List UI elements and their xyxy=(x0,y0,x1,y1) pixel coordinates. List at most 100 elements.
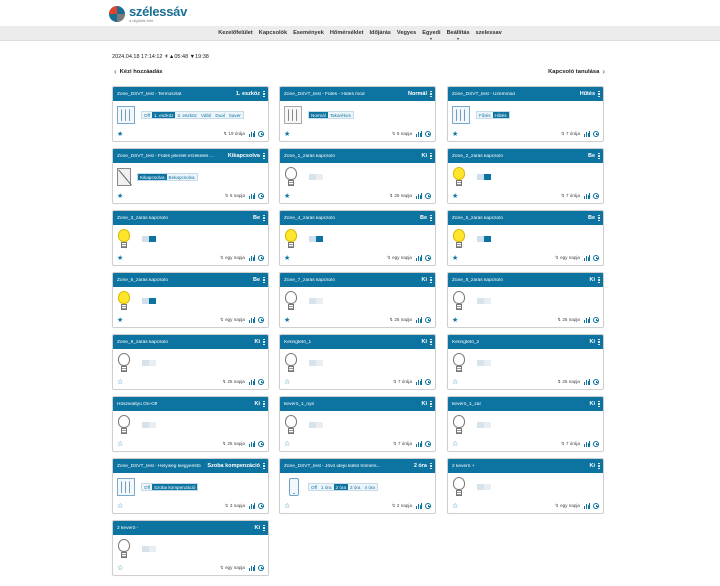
schedule-icon[interactable] xyxy=(425,503,431,509)
chart-icon[interactable] xyxy=(584,193,590,199)
switch-toggle[interactable] xyxy=(477,298,491,304)
star-filled-icon[interactable]: ★ xyxy=(452,254,459,262)
nav-switches[interactable]: Kapcsolók xyxy=(258,30,288,36)
star-filled-icon[interactable]: ★ xyxy=(452,192,459,200)
bulb-off-icon[interactable] xyxy=(117,415,131,435)
chart-icon[interactable] xyxy=(249,131,255,137)
switch-toggle[interactable] xyxy=(477,174,491,180)
switch-toggle[interactable] xyxy=(477,422,491,428)
more-vert-icon[interactable] xyxy=(263,400,265,408)
chart-icon[interactable] xyxy=(249,255,255,261)
chart-icon[interactable] xyxy=(416,379,422,385)
option-button[interactable]: Kikapcsolva xyxy=(138,174,167,180)
nav-settings[interactable]: Beállítás xyxy=(446,30,470,40)
star-filled-icon[interactable]: ★ xyxy=(284,130,291,138)
option-button[interactable]: Saver xyxy=(226,112,243,118)
option-button[interactable]: Normál xyxy=(309,112,328,118)
chart-icon[interactable] xyxy=(249,379,255,385)
chart-icon[interactable] xyxy=(584,131,590,137)
switch-toggle[interactable] xyxy=(309,422,323,428)
star-filled-icon[interactable]: ★ xyxy=(452,316,459,324)
schedule-icon[interactable] xyxy=(258,441,264,447)
bulb-off-icon[interactable] xyxy=(452,353,466,373)
option-button[interactable]: Off xyxy=(142,112,153,118)
schedule-icon[interactable] xyxy=(258,379,264,385)
bulb-off-icon[interactable] xyxy=(117,353,131,373)
more-vert-icon[interactable] xyxy=(263,524,265,532)
schedule-icon[interactable] xyxy=(258,317,264,323)
schedule-icon[interactable] xyxy=(425,131,431,137)
star-outline-icon[interactable]: ☆ xyxy=(117,378,124,386)
star-outline-icon[interactable]: ☆ xyxy=(452,378,459,386)
bulb-off-icon[interactable] xyxy=(452,477,466,497)
option-button[interactable]: Off xyxy=(309,484,320,490)
schedule-icon[interactable] xyxy=(425,193,431,199)
chart-icon[interactable] xyxy=(416,503,422,509)
more-vert-icon[interactable] xyxy=(598,276,600,284)
logo[interactable]: szélessáv a digitális élet xyxy=(109,4,187,24)
schedule-icon[interactable] xyxy=(258,503,264,509)
star-outline-icon[interactable]: ☆ xyxy=(284,378,291,386)
chart-icon[interactable] xyxy=(249,565,255,571)
chart-icon[interactable] xyxy=(584,255,590,261)
chart-icon[interactable] xyxy=(416,193,422,199)
schedule-icon[interactable] xyxy=(425,441,431,447)
more-vert-icon[interactable] xyxy=(430,90,432,98)
more-vert-icon[interactable] xyxy=(263,90,265,98)
schedule-icon[interactable] xyxy=(425,255,431,261)
option-button[interactable]: Takarékos xyxy=(327,112,353,118)
bulb-off-icon[interactable] xyxy=(117,539,131,559)
option-button[interactable]: Váltó xyxy=(198,112,214,118)
option-button[interactable]: Bekapcsolva xyxy=(166,174,197,180)
star-outline-icon[interactable]: ☆ xyxy=(117,564,124,572)
switch-toggle[interactable] xyxy=(309,298,323,304)
option-button[interactable]: 1. eszköz xyxy=(152,112,176,118)
chart-icon[interactable] xyxy=(584,379,590,385)
schedule-icon[interactable] xyxy=(593,379,599,385)
star-outline-icon[interactable]: ☆ xyxy=(284,440,291,448)
bulb-off-icon[interactable] xyxy=(284,167,298,187)
schedule-icon[interactable] xyxy=(425,379,431,385)
nav-misc[interactable]: Vegyes xyxy=(396,30,417,36)
star-filled-icon[interactable]: ★ xyxy=(117,254,124,262)
schedule-icon[interactable] xyxy=(593,503,599,509)
star-outline-icon[interactable]: ☆ xyxy=(117,502,124,510)
more-vert-icon[interactable] xyxy=(263,214,265,222)
schedule-icon[interactable] xyxy=(258,565,264,571)
option-button[interactable]: Szoba kompenzáció xyxy=(152,484,198,490)
chart-icon[interactable] xyxy=(249,441,255,447)
chart-icon[interactable] xyxy=(416,131,422,137)
option-button[interactable]: Hűtés xyxy=(492,112,509,118)
more-vert-icon[interactable] xyxy=(263,462,265,470)
nav-custom[interactable]: Egyedi xyxy=(422,30,441,40)
bulb-on-icon[interactable] xyxy=(284,229,298,249)
chart-icon[interactable] xyxy=(249,503,255,509)
star-filled-icon[interactable]: ★ xyxy=(284,316,291,324)
switch-toggle[interactable] xyxy=(142,360,156,366)
star-outline-icon[interactable]: ☆ xyxy=(452,440,459,448)
more-vert-icon[interactable] xyxy=(430,152,432,160)
option-button[interactable]: 3 óra xyxy=(348,484,363,490)
star-outline-icon[interactable]: ☆ xyxy=(117,440,124,448)
nav-dashboard[interactable]: Kezelőfelület xyxy=(218,30,253,36)
chart-icon[interactable] xyxy=(584,441,590,447)
chart-icon[interactable] xyxy=(416,255,422,261)
more-vert-icon[interactable] xyxy=(430,338,432,346)
option-button[interactable]: Dual xyxy=(213,112,227,118)
chart-icon[interactable] xyxy=(584,503,590,509)
nav-temperature[interactable]: Hőmérséklet xyxy=(329,30,364,36)
switch-toggle[interactable] xyxy=(309,236,323,242)
schedule-icon[interactable] xyxy=(593,131,599,137)
switch-toggle[interactable] xyxy=(477,360,491,366)
more-vert-icon[interactable] xyxy=(263,276,265,284)
more-vert-icon[interactable] xyxy=(598,462,600,470)
nav-user[interactable]: szelessav xyxy=(475,30,502,36)
more-vert-icon[interactable] xyxy=(598,338,600,346)
chart-icon[interactable] xyxy=(416,441,422,447)
star-filled-icon[interactable]: ★ xyxy=(284,192,291,200)
bulb-off-icon[interactable] xyxy=(284,415,298,435)
nav-events[interactable]: Események xyxy=(293,30,324,36)
schedule-icon[interactable] xyxy=(258,193,264,199)
more-vert-icon[interactable] xyxy=(598,400,600,408)
bulb-on-icon[interactable] xyxy=(117,229,131,249)
